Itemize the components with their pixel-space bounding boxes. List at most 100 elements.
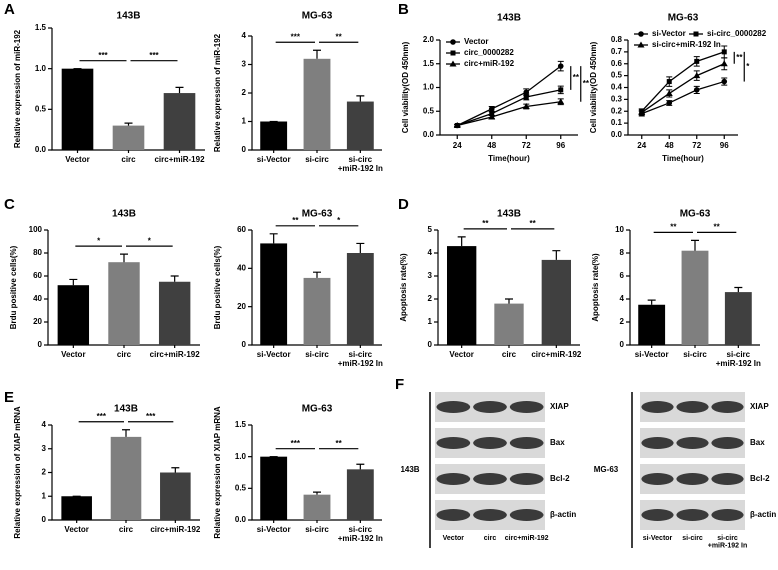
blot-band	[641, 401, 674, 413]
bar	[303, 277, 331, 345]
bar	[260, 121, 288, 150]
chart-title: MG-63	[302, 404, 333, 415]
y-tick-label: 0.5	[611, 71, 623, 80]
x-axis-label: Time(hour)	[488, 154, 530, 163]
bar	[260, 456, 288, 520]
error-bar	[356, 95, 365, 102]
marker	[557, 98, 565, 105]
blot-band	[473, 509, 507, 521]
y-tick-label: 2	[42, 468, 47, 477]
panel-label: D	[398, 196, 409, 213]
error-bar-path	[356, 95, 365, 102]
protein-label: Bcl-2	[750, 474, 770, 483]
blot-band	[676, 401, 709, 413]
y-tick-label: 0	[242, 145, 247, 154]
error-bar	[171, 467, 180, 473]
blot-band	[473, 401, 507, 413]
axis-line	[251, 425, 382, 521]
marker	[488, 113, 496, 120]
y-tick-label: 60	[33, 271, 42, 280]
error-bar-path	[171, 467, 180, 473]
error-bar	[356, 242, 365, 253]
significance-label: **	[336, 32, 343, 41]
y-tick-label: 1	[42, 491, 47, 500]
axis-line	[251, 230, 382, 346]
marker	[450, 39, 456, 45]
error-bar	[356, 463, 365, 470]
y-tick-label: 0	[42, 515, 47, 524]
x-tick-label: circ	[117, 350, 132, 359]
y-tick-label: 0.1	[611, 118, 623, 127]
significance-label: ***	[291, 439, 301, 448]
blot-band	[473, 473, 507, 485]
marker	[558, 87, 564, 93]
legend-label: si-circ+miR-192 In	[652, 40, 721, 49]
axis-line	[251, 36, 382, 151]
marker	[522, 103, 530, 109]
y-tick-label: 8	[620, 248, 625, 257]
y-tick-label: 0.8	[611, 35, 623, 44]
significance-label: *	[97, 236, 101, 245]
marker	[720, 60, 728, 67]
error-bar	[313, 271, 321, 278]
marker	[449, 60, 457, 67]
chart-title: MG-63	[680, 209, 711, 220]
bar	[724, 292, 752, 345]
axis-line	[51, 28, 205, 151]
x-tick-label: si-Vector	[257, 155, 291, 164]
y-tick-label: 4	[242, 31, 247, 40]
y-tick-label: 1.0	[235, 452, 247, 461]
y-tick-label: 0.7	[611, 47, 623, 56]
axis-line	[51, 425, 200, 521]
error-bar-path	[313, 491, 321, 495]
marker	[638, 31, 644, 37]
blot-band	[641, 509, 674, 521]
chart-title: MG-63	[302, 11, 333, 22]
bar	[61, 496, 92, 520]
error-bar-path	[175, 86, 184, 94]
x-tick-label: Vector	[64, 525, 88, 534]
lane-label: circ	[484, 535, 497, 542]
x-tick-label: Vector	[449, 350, 473, 359]
error-bar-path	[170, 275, 179, 282]
panel-label: A	[4, 1, 15, 18]
chart-title: 143B	[114, 404, 138, 415]
bar	[638, 304, 666, 345]
cell-line-label: MG-63	[594, 465, 619, 474]
y-tick-label: 1	[428, 317, 433, 326]
error-bar	[647, 299, 656, 305]
y-tick-label: 1.5	[35, 23, 47, 32]
axis-line	[437, 230, 580, 346]
y-axis-label: Apoptosis rate(%)	[399, 253, 408, 322]
y-tick-label: 3	[42, 444, 47, 453]
significance-label: ***	[98, 51, 108, 60]
line	[456, 65, 562, 127]
x-tick-label: 72	[522, 141, 531, 150]
error-bar	[122, 429, 130, 437]
x-tick-label: si-circ	[305, 155, 329, 164]
legend-label: circ+miR-192	[464, 59, 515, 68]
marker	[638, 108, 646, 115]
bar	[163, 93, 196, 150]
blot-band	[676, 509, 709, 521]
panel-label: E	[4, 389, 14, 406]
y-tick-label: 0.3	[611, 94, 623, 103]
blot-band	[641, 473, 674, 485]
x-tick-label: si-circ +miR-192 In	[338, 525, 383, 543]
error-bar-path	[552, 250, 561, 260]
line	[641, 80, 725, 115]
bar	[260, 243, 288, 345]
bar	[346, 253, 374, 345]
significance-label: **	[482, 219, 489, 228]
axis-line	[627, 40, 738, 136]
error-bar	[69, 278, 78, 286]
error-bar-path	[356, 463, 365, 470]
bar	[158, 281, 191, 345]
chart-title: 143B	[497, 13, 521, 24]
y-tick-label: 4	[620, 294, 625, 303]
blot-band	[473, 437, 507, 449]
y-axis-label: Cell viability(OD 450nm)	[589, 41, 598, 133]
marker	[557, 63, 564, 69]
line	[457, 101, 561, 127]
y-tick-label: 80	[33, 248, 42, 257]
